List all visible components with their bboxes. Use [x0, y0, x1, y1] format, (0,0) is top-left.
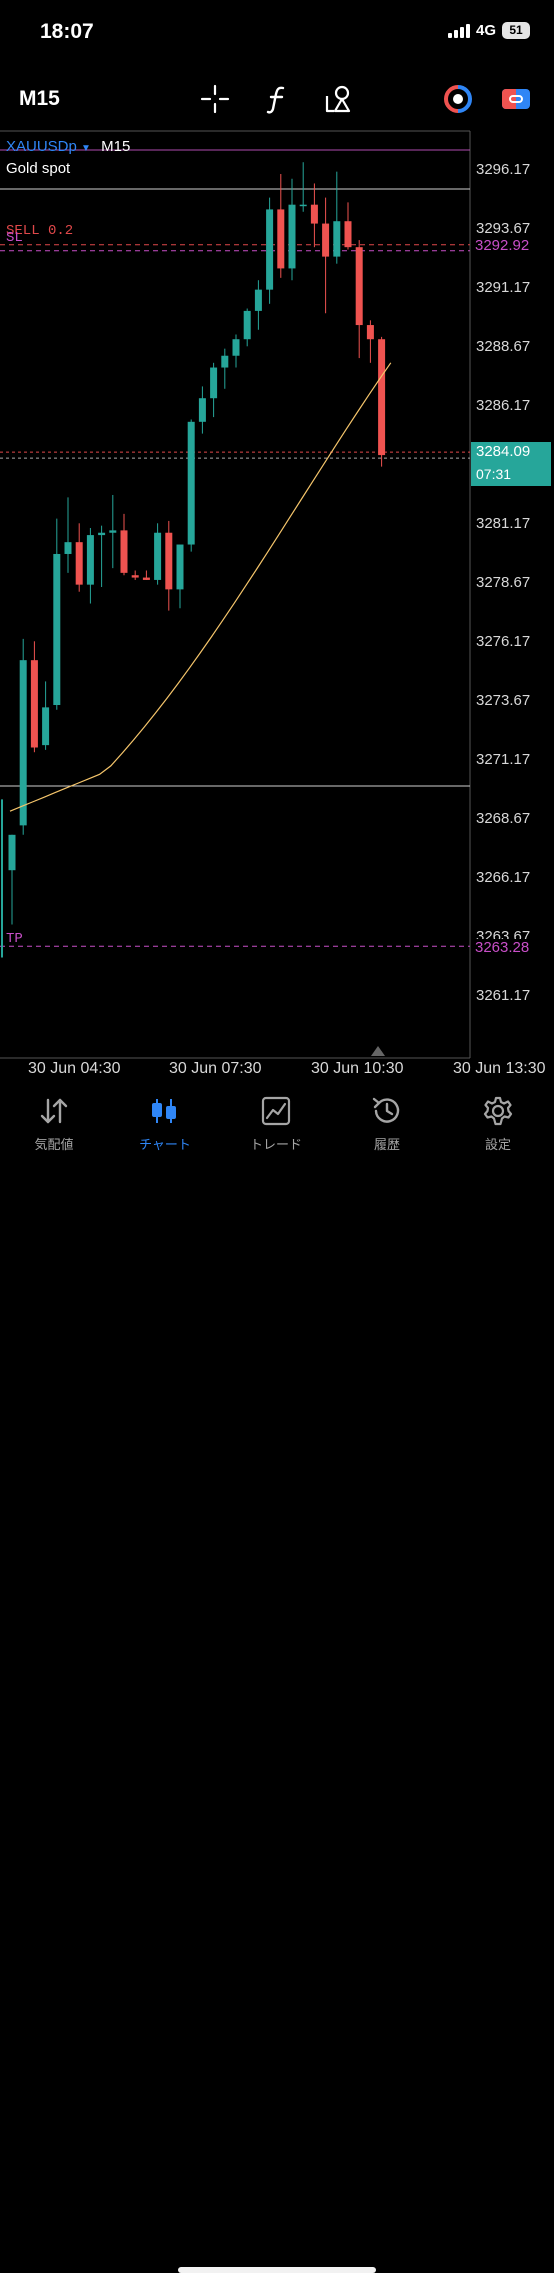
candle-body	[299, 204, 307, 207]
tab-label: トレード	[249, 1137, 302, 1152]
symbol-timeframe: M15	[101, 138, 131, 155]
candle-body	[86, 535, 94, 585]
dropdown-arrow-icon: ▼	[81, 143, 91, 154]
candle-body	[310, 204, 318, 224]
price-tick-label: 3296.17	[476, 161, 531, 178]
time-tick-label: 30 Jun 10:30	[311, 1060, 404, 1077]
signal-icon	[447, 23, 470, 38]
price-tick-label: 3271.17	[476, 751, 531, 768]
candle-body	[198, 398, 206, 422]
price-tick-label: 3278.67	[476, 574, 531, 591]
tp-label[interactable]: TP	[6, 931, 23, 947]
price-tick-label: 3266.17	[476, 869, 531, 886]
candle-body	[277, 209, 285, 269]
chart-icon	[152, 1099, 176, 1123]
candle-body	[8, 834, 16, 871]
battery-indicator: 51	[502, 22, 530, 39]
bid-price: 3284.09	[476, 443, 531, 460]
status-time: 18:07	[40, 20, 94, 43]
tp-price-tag: 3263.28	[471, 939, 554, 959]
sl-label[interactable]: SL	[6, 230, 23, 246]
candle-body	[232, 339, 240, 356]
candle-body	[210, 367, 218, 399]
candle-body	[355, 247, 363, 326]
price-chart[interactable]	[0, 124, 554, 1086]
candle-body	[254, 289, 262, 311]
objects-icon[interactable]	[322, 82, 356, 116]
status-icons: 4G 51	[447, 22, 530, 39]
candle-body	[120, 530, 128, 573]
candle-body	[154, 532, 162, 580]
candle-body	[344, 221, 352, 248]
symbol-description: Gold spot	[6, 160, 71, 177]
trade-icon	[261, 1096, 291, 1126]
candle-body	[378, 339, 386, 456]
status-bar: 18:07 4G 51	[0, 0, 554, 66]
candle-body	[30, 660, 38, 748]
tab-label: 履歴	[373, 1137, 400, 1152]
price-tick-label: 3273.67	[476, 692, 531, 709]
candle-body	[131, 575, 139, 578]
chart-shift-marker	[371, 1046, 385, 1056]
chart-canvas[interactable]	[0, 124, 554, 1086]
candle-body	[142, 577, 150, 580]
symbol-selector[interactable]: XAUUSDp ▼ M15	[6, 138, 130, 155]
indicator-f-icon[interactable]	[261, 82, 295, 116]
candle-body	[75, 542, 83, 585]
price-tick-label: 3268.67	[476, 810, 531, 827]
bottom-tab-bar: 気配値 チャート トレード 履歴 設定	[0, 1086, 554, 2273]
tab-settings[interactable]: 設定	[458, 1094, 538, 1153]
sell-order-label[interactable]: SELL 0.2	[6, 223, 74, 239]
sell-price-tag: 3292.92	[471, 237, 554, 257]
candle-body	[98, 532, 106, 536]
candle-body	[19, 660, 27, 826]
chart-toolbar: M15	[0, 72, 554, 124]
history-icon	[372, 1097, 400, 1123]
trade-panel-icon[interactable]	[499, 82, 533, 116]
candle-body	[165, 532, 173, 590]
candle-body	[322, 223, 330, 257]
price-tick-label: 3261.17	[476, 987, 531, 1004]
candle-body	[266, 209, 274, 290]
candle-body	[187, 421, 195, 545]
moving-average-line	[9, 362, 392, 812]
price-tick-label: 3286.17	[476, 397, 531, 414]
candle-body	[333, 221, 341, 257]
candle-body	[366, 325, 374, 340]
time-tick-label: 30 Jun 13:30	[453, 1060, 546, 1077]
crosshair-icon[interactable]	[198, 82, 232, 116]
tab-label: 設定	[484, 1137, 511, 1152]
bar-timer: 07:31	[476, 466, 512, 482]
candle-body	[53, 553, 61, 706]
settings-icon	[483, 1096, 513, 1126]
tab-history[interactable]: 履歴	[347, 1094, 427, 1153]
tab-label: チャート	[139, 1137, 191, 1152]
price-tick-label: 3288.67	[476, 338, 531, 355]
candle-body	[42, 707, 50, 746]
tab-trade[interactable]: トレード	[236, 1094, 316, 1153]
price-tick-label: 3281.17	[476, 515, 531, 532]
home-indicator	[178, 2267, 376, 2273]
tab-label: 気配値	[34, 1137, 74, 1152]
candle-body	[288, 204, 296, 269]
candle-body	[109, 530, 117, 533]
time-tick-label: 30 Jun 07:30	[169, 1060, 262, 1077]
timeframe-button[interactable]: M15	[19, 87, 60, 110]
candle-body	[176, 544, 184, 590]
symbol-name[interactable]: XAUUSDp	[6, 138, 77, 155]
price-tick-label: 3293.67	[476, 220, 531, 237]
one-click-trading-icon[interactable]	[441, 82, 475, 116]
network-label: 4G	[475, 22, 496, 39]
tab-chart[interactable]: チャート	[125, 1094, 205, 1153]
time-tick-label: 30 Jun 04:30	[28, 1060, 121, 1077]
price-tick-label: 3291.17	[476, 279, 531, 296]
quotes-icon	[40, 1098, 68, 1124]
candle-body	[243, 310, 251, 340]
tab-quotes[interactable]: 気配値	[14, 1094, 94, 1153]
price-tick-label: 3276.17	[476, 633, 531, 650]
candle-body	[221, 355, 229, 368]
candle-body	[64, 542, 72, 554]
bid-price-tag: 3284.09 07:31	[471, 442, 551, 486]
